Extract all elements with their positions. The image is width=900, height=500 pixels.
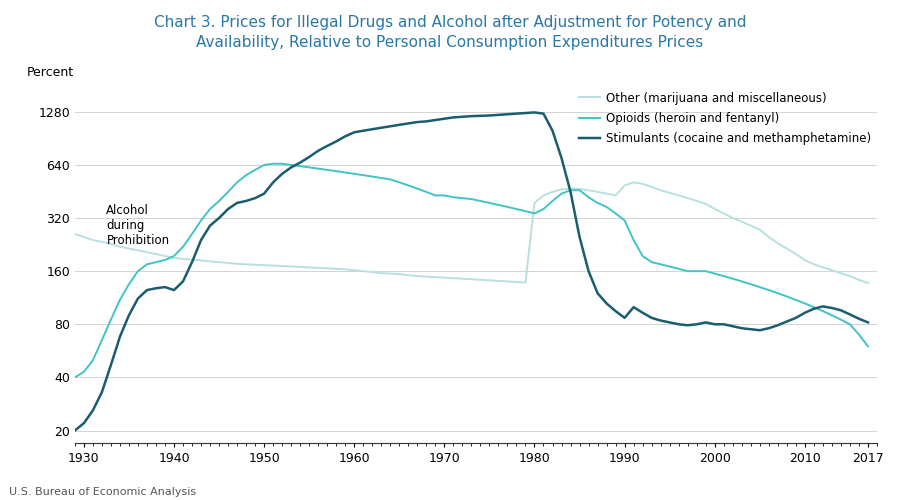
Stimulants (cocaine and methamphetamine) bbox=[529, 110, 540, 116]
Stimulants (cocaine and methamphetamine) bbox=[69, 428, 80, 434]
Other (marijuana and miscellaneous) bbox=[69, 231, 80, 237]
Text: Percent: Percent bbox=[27, 66, 74, 78]
Other (marijuana and miscellaneous) bbox=[628, 180, 639, 186]
Stimulants (cocaine and methamphetamine) bbox=[475, 113, 486, 119]
Stimulants (cocaine and methamphetamine) bbox=[862, 320, 873, 326]
Other (marijuana and miscellaneous) bbox=[150, 251, 161, 257]
Stimulants (cocaine and methamphetamine) bbox=[781, 318, 792, 324]
Line: Opioids (heroin and fentanyl): Opioids (heroin and fentanyl) bbox=[75, 164, 868, 378]
Other (marijuana and miscellaneous) bbox=[231, 261, 242, 267]
Opioids (heroin and fentanyl) bbox=[484, 200, 495, 206]
Other (marijuana and miscellaneous) bbox=[862, 280, 873, 286]
Line: Stimulants (cocaine and methamphetamine): Stimulants (cocaine and methamphetamine) bbox=[75, 112, 868, 430]
Line: Other (marijuana and miscellaneous): Other (marijuana and miscellaneous) bbox=[75, 182, 868, 283]
Other (marijuana and miscellaneous) bbox=[781, 246, 792, 252]
Stimulants (cocaine and methamphetamine) bbox=[231, 200, 242, 206]
Opioids (heroin and fentanyl) bbox=[150, 259, 161, 265]
Stimulants (cocaine and methamphetamine) bbox=[376, 124, 387, 130]
Opioids (heroin and fentanyl) bbox=[267, 161, 278, 167]
Other (marijuana and miscellaneous) bbox=[376, 270, 387, 276]
Stimulants (cocaine and methamphetamine) bbox=[150, 286, 161, 292]
Other (marijuana and miscellaneous) bbox=[168, 255, 179, 261]
Legend: Other (marijuana and miscellaneous), Opioids (heroin and fentanyl), Stimulants (: Other (marijuana and miscellaneous), Opi… bbox=[579, 92, 871, 145]
Text: U.S. Bureau of Economic Analysis: U.S. Bureau of Economic Analysis bbox=[9, 487, 196, 497]
Opioids (heroin and fentanyl) bbox=[781, 294, 792, 300]
Opioids (heroin and fentanyl) bbox=[231, 180, 242, 186]
Other (marijuana and miscellaneous) bbox=[475, 277, 486, 283]
Stimulants (cocaine and methamphetamine) bbox=[168, 287, 179, 293]
Text: Alcohol
during
Prohibition: Alcohol during Prohibition bbox=[106, 204, 169, 247]
Opioids (heroin and fentanyl) bbox=[69, 374, 80, 380]
Opioids (heroin and fentanyl) bbox=[862, 344, 873, 349]
Text: Chart 3. Prices for Illegal Drugs and Alcohol after Adjustment for Potency and
A: Chart 3. Prices for Illegal Drugs and Al… bbox=[154, 15, 746, 50]
Opioids (heroin and fentanyl) bbox=[385, 176, 396, 182]
Opioids (heroin and fentanyl) bbox=[168, 253, 179, 259]
